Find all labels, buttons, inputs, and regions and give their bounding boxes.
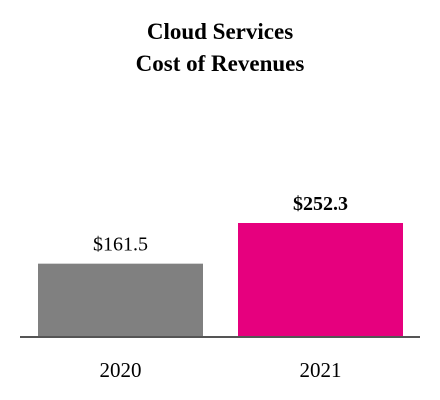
bar-2021 — [238, 223, 403, 336]
value-label-2020: $161.5 — [93, 234, 148, 256]
bar-2020 — [38, 263, 203, 336]
category-label-2021: 2021 — [300, 358, 342, 382]
category-label-2020: 2020 — [100, 358, 142, 382]
chart-title-line-2: Cost of Revenues — [135, 51, 305, 76]
value-label-2021: $252.3 — [293, 193, 348, 215]
chart-title-line-1: Cloud Services — [146, 19, 294, 44]
